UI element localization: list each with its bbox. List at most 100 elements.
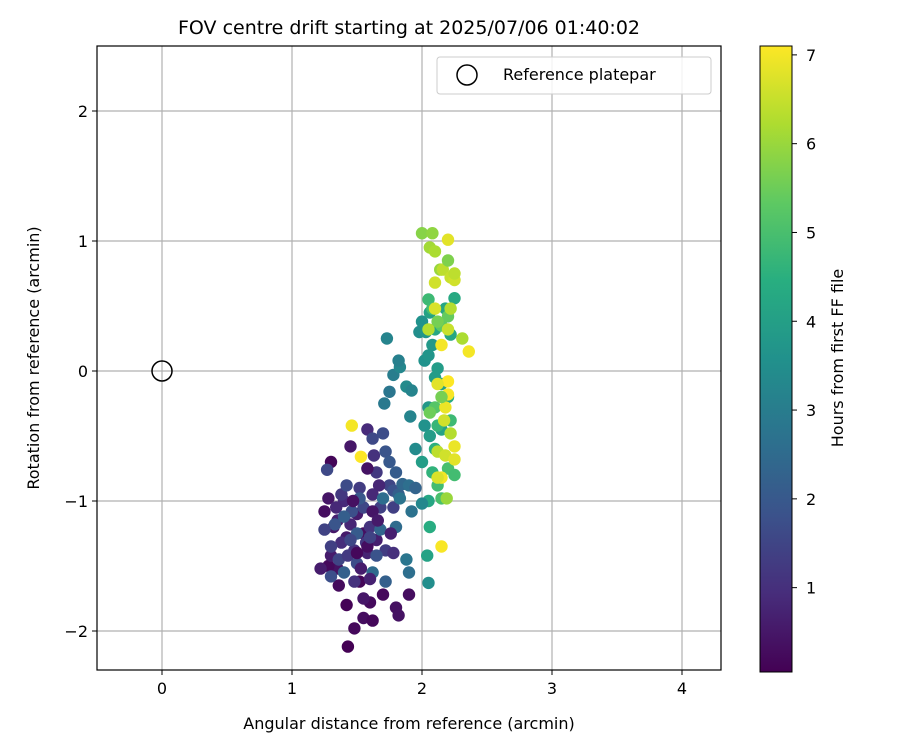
data-point [389,466,403,479]
data-point [405,384,418,397]
data-point [324,540,338,553]
data-point [366,614,379,627]
data-point [345,419,358,432]
data-point [370,549,383,562]
data-point [448,440,461,453]
data-point [423,520,436,534]
data-point [462,345,475,358]
data-point [431,471,444,484]
data-point [337,510,351,523]
legend-label: Reference platepar [503,65,656,84]
data-point [387,501,400,514]
data-point [440,492,453,505]
data-point [441,254,455,267]
legend-box [436,56,712,95]
data-point [428,302,442,315]
data-point [314,562,327,575]
data-point [350,546,364,560]
x-axis-ticks: 0 1 2 3 4 [157,670,687,698]
data-point [441,323,455,336]
data-point [423,406,436,419]
data-point [371,514,384,527]
data-point [428,245,442,258]
data-point [344,440,357,453]
data-point [409,442,422,456]
x-axis-title: Angular distance from reference (arcmin) [243,714,574,733]
data-point [415,455,429,469]
data-point [344,533,357,547]
data-point [418,419,431,432]
data-point [435,338,448,352]
y-tick-label: −2 [64,622,88,641]
legend: Reference platepar [436,56,712,95]
colorbar-gradient [759,45,793,673]
data-point [380,332,394,345]
data-point [379,445,392,458]
data-point [367,449,381,462]
colorbar: 1 2 3 4 5 6 7 Hours from first FF file [759,45,847,673]
y-tick-label: 1 [78,232,88,251]
data-point [348,575,361,588]
data-point [318,505,331,518]
data-point [384,527,397,540]
grid [97,46,721,670]
reference-marker [151,360,173,382]
data-point [340,479,353,492]
data-point [431,377,444,391]
data-point [444,302,457,315]
data-point [448,267,461,280]
data-point [423,429,436,443]
y-tick-label: 2 [78,102,88,121]
y-axis-title: Rotation from reference (arcmin) [24,226,43,489]
colorbar-tick-label: 4 [806,312,816,331]
data-point [402,566,416,579]
colorbar-ticks: 1 2 3 4 5 6 7 [792,46,816,598]
data-point [328,518,342,531]
data-point [392,354,405,367]
data-point [366,488,379,501]
data-point [456,332,469,345]
data-point [366,505,379,518]
data-point [379,575,392,588]
data-point [348,622,361,635]
colorbar-tick-label: 3 [806,401,816,420]
data-point [378,397,391,410]
data-point [383,385,396,398]
data-point [415,497,429,510]
data-point [426,227,439,240]
data-point [372,479,386,492]
data-point [448,453,461,466]
colorbar-tick-label: 6 [806,135,816,154]
data-point [376,588,390,601]
legend-marker [456,64,478,86]
data-point [431,315,444,328]
data-point [318,523,331,536]
data-point [363,531,377,544]
reference-point [151,360,173,382]
chart-title: FOV centre drift starting at 2025/07/06 … [178,17,640,39]
x-tick-label: 2 [417,679,427,698]
data-point [337,566,351,579]
colorbar-tick-label: 2 [806,490,816,509]
data-point [435,540,448,553]
data-point [392,609,405,622]
data-point [387,546,400,560]
data-point [441,375,455,388]
data-point [341,640,355,653]
data-point [439,401,452,414]
data-point [332,579,345,592]
data-point [363,572,377,586]
data-point [437,414,451,427]
colorbar-tick-label: 7 [806,46,816,65]
data-point [422,576,435,590]
x-tick-label: 4 [677,679,687,698]
data-point [435,390,448,404]
data-point [422,323,435,336]
data-point [335,488,348,501]
plot-frame [96,45,722,671]
data-point [320,463,334,476]
colorbar-title: Hours from first FF file [828,269,847,448]
data-point [322,492,335,505]
data-point [346,494,360,508]
